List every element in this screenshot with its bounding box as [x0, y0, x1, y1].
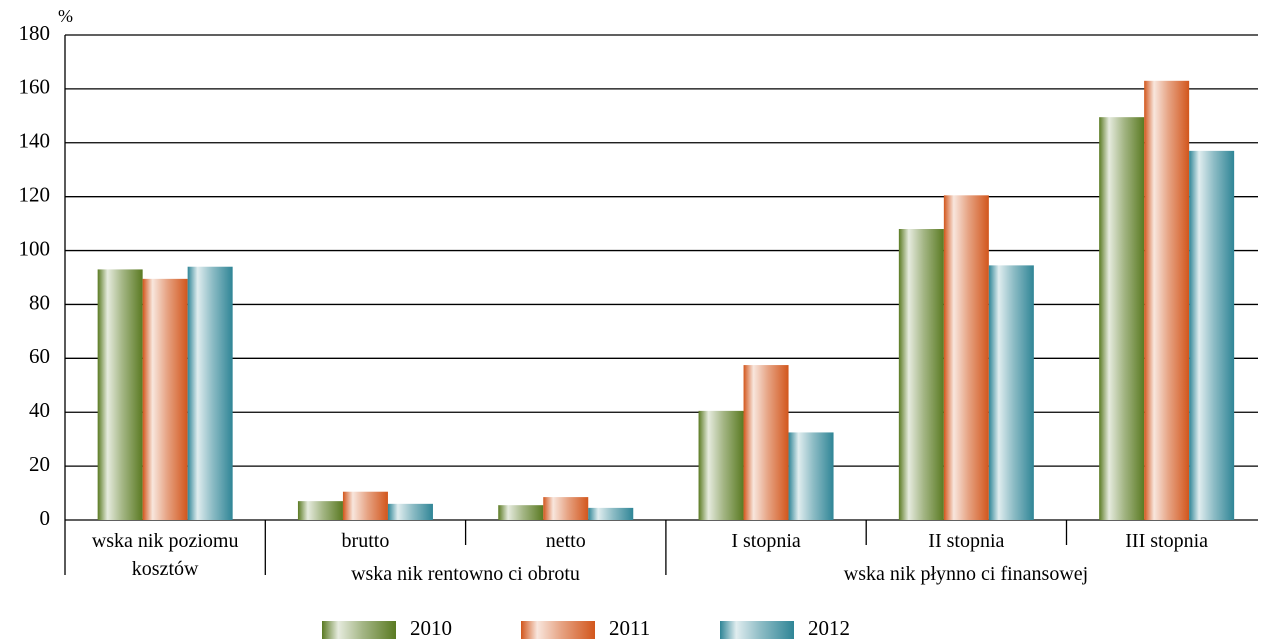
y-tick-label: 60 [29, 344, 50, 368]
x-tick-label: III stopnia [1125, 530, 1209, 552]
bar [97, 269, 143, 520]
y-tick-label: 180 [19, 21, 51, 45]
x-tick-label: brutto [341, 530, 390, 552]
y-tick-label: 0 [40, 506, 51, 530]
bar [498, 505, 544, 520]
x-tick-label: netto [545, 530, 586, 552]
bar [988, 265, 1034, 520]
legend-label: 2010 [410, 616, 452, 639]
x-tick-label: wska nik poziomu kosztów [91, 530, 239, 580]
bar [588, 507, 634, 520]
bar [743, 365, 789, 520]
y-tick-label: 120 [19, 182, 51, 206]
bar [1144, 80, 1190, 521]
legend-swatch [521, 621, 595, 639]
y-tick-label: 140 [19, 129, 51, 153]
legend-swatch [720, 621, 794, 639]
y-tick-label: 100 [19, 236, 51, 260]
bar [788, 432, 834, 520]
bar [387, 503, 433, 520]
bar [898, 229, 944, 520]
bar [142, 278, 188, 520]
y-tick-label: 20 [29, 452, 50, 476]
bar [698, 410, 744, 520]
y-axis-label: % [58, 6, 73, 26]
bar [943, 195, 989, 520]
bar [297, 501, 343, 520]
x-tick-label: II stopnia [928, 530, 1005, 552]
bar [1099, 117, 1145, 521]
legend-swatch [322, 621, 396, 639]
legend-label: 2011 [609, 616, 650, 639]
bar [543, 497, 589, 520]
y-tick-label: 40 [29, 398, 50, 422]
y-tick-label: 160 [19, 75, 51, 99]
legend-label: 2012 [808, 616, 850, 639]
x-tick-label: I stopnia [731, 530, 801, 552]
bar [1189, 150, 1235, 520]
bar [342, 491, 388, 520]
group-label: wska nik płynno ci finansowej [843, 563, 1089, 585]
bar [187, 266, 233, 520]
group-label: wska nik rentowno ci obrotu [351, 563, 580, 585]
y-tick-label: 80 [29, 290, 50, 314]
